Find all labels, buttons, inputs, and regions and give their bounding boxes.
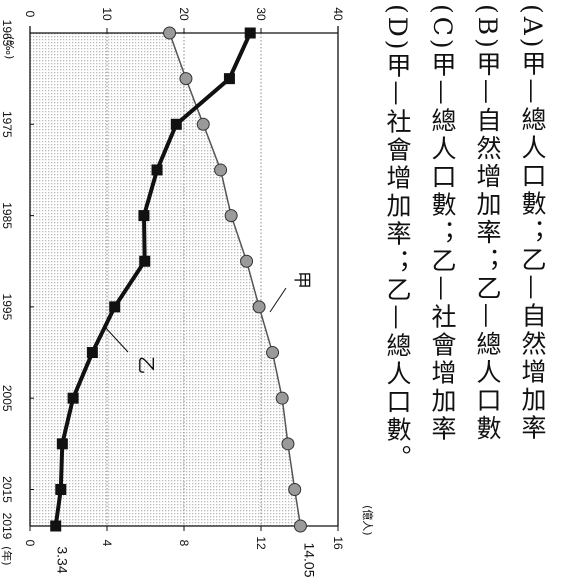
leader-jia bbox=[270, 288, 286, 312]
point-yi-2000 bbox=[87, 347, 98, 358]
year-tick-1995: 1995 bbox=[0, 294, 14, 321]
point-yi-1985 bbox=[138, 210, 149, 221]
left-tick-40: 40 bbox=[331, 7, 345, 21]
left-tick-10: 10 bbox=[100, 7, 114, 21]
year-tick-1985: 1985 bbox=[0, 202, 14, 229]
point-yi-1970 bbox=[224, 73, 235, 84]
right-tick-16: 16 bbox=[331, 536, 345, 550]
point-yi-1965 bbox=[245, 28, 256, 39]
point-yi-1990 bbox=[139, 256, 150, 267]
year-tick-2015: 2015 bbox=[0, 476, 14, 503]
right-axis-unit: (億人) bbox=[361, 505, 374, 536]
point-yi-1995 bbox=[109, 301, 120, 312]
point-jia-2000 bbox=[267, 347, 279, 359]
year-tick-1975: 1975 bbox=[0, 111, 14, 138]
end-value-yi: 3.34 bbox=[55, 546, 71, 573]
right-tick-8: 8 bbox=[177, 540, 191, 547]
point-yi-2010 bbox=[57, 438, 68, 449]
end-value-jia: 14.05 bbox=[301, 542, 317, 577]
year-tick-2019: 2019 bbox=[0, 513, 14, 540]
left-tick-0: 0 bbox=[23, 11, 37, 18]
right-tick-4: 4 bbox=[100, 540, 114, 547]
point-yi-2015 bbox=[55, 484, 66, 495]
label-yi: 乙 bbox=[135, 356, 156, 374]
year-axis-unit: (年) bbox=[0, 546, 14, 566]
point-jia-2019 bbox=[294, 520, 306, 532]
point-jia-1970 bbox=[180, 73, 192, 85]
point-jia-1990 bbox=[241, 255, 253, 267]
year-tick-2005: 2005 bbox=[0, 385, 14, 412]
point-yi-2019 bbox=[50, 521, 61, 532]
shaded-area bbox=[30, 33, 301, 526]
point-jia-2015 bbox=[289, 483, 301, 495]
point-yi-1980 bbox=[152, 164, 163, 175]
year-tick-1965: 1965 bbox=[0, 20, 14, 47]
point-jia-1975 bbox=[197, 118, 209, 130]
point-jia-2010 bbox=[282, 438, 294, 450]
point-yi-1975 bbox=[171, 119, 182, 130]
point-jia-1980 bbox=[215, 164, 227, 176]
point-jia-1965 bbox=[164, 27, 176, 39]
right-tick-0: 0 bbox=[23, 540, 37, 547]
right-tick-12: 12 bbox=[254, 536, 268, 550]
point-jia-2005 bbox=[276, 392, 288, 404]
left-tick-20: 20 bbox=[177, 7, 191, 21]
point-yi-2005 bbox=[68, 393, 79, 404]
point-jia-1985 bbox=[225, 210, 237, 222]
label-jia: 甲 bbox=[291, 271, 312, 289]
left-tick-30: 30 bbox=[254, 7, 268, 21]
point-jia-1995 bbox=[253, 301, 265, 313]
